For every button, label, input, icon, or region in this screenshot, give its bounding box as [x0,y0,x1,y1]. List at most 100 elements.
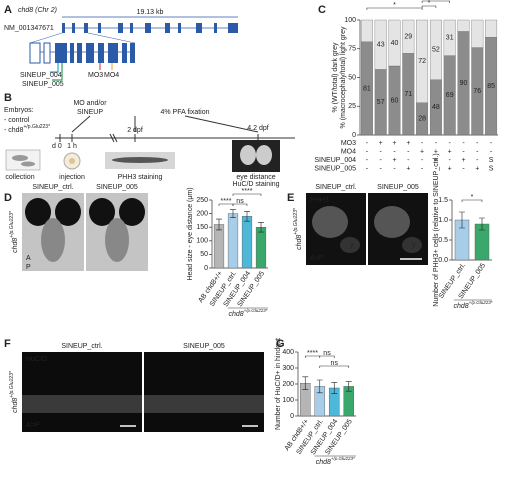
y-tick-label: 200 [282,381,294,388]
sineup-label: SINEUP_005 [22,81,64,88]
micrograph [306,193,428,265]
illustration [5,140,280,172]
value-label: 43 [377,42,385,49]
image-label: SINEUP_005 [183,343,225,350]
group-label: chd8+/p.Glu223* [316,456,355,466]
y-tick-label: 100 [344,17,356,24]
group-label: +/p.Glu223* [244,308,268,313]
value-label: 40 [391,40,399,47]
stain-label: HuC/D [26,356,47,363]
panel-label: A [4,4,12,16]
gene-length: 19.13 kb [137,9,164,16]
significance-bracket [319,355,335,358]
image-label: SINEUP_ctrl. [315,184,356,191]
condition-mark: - [380,165,383,172]
step-label: eye distance [236,174,275,181]
y-tick-label: 150 [196,224,208,231]
group-label: chd8 [228,311,243,318]
y-axis-label: Number of PHH3+ cells (relative to SINEU… [433,153,440,306]
condition-mark: + [392,157,396,164]
gene-name: chd8 [18,7,33,14]
condition-mark: - [421,157,424,164]
bar [213,224,225,269]
condition-mark: S [489,165,494,172]
condition-mark: - [476,148,479,155]
condition-mark: - [380,148,383,155]
value-label: 81 [363,85,371,92]
panel-label: F [4,338,11,350]
axis-label: A>P [310,255,324,262]
y-tick-label: 50 [348,74,356,81]
bar-segment [360,19,373,43]
y-tick-label: 200 [196,210,208,217]
condition-mark: - [435,140,438,147]
group-label: chd8 [453,303,468,310]
panel-label: E [287,192,294,204]
bar-segment [457,19,470,32]
timeline-text: - chd8 [4,127,24,134]
image-label: SINEUP_005 [96,184,138,191]
timepoint: 2 dpf [127,127,143,134]
panel-label: C [318,4,326,16]
significance-bracket [232,193,262,196]
significance-bracket [319,365,350,368]
significance-label: **** [242,188,253,195]
genotype: +/p.Glu223* [9,370,15,398]
significance-label: ns [236,198,244,205]
mo-label: MO3 [88,72,103,79]
condition-mark: + [475,165,479,172]
significance-label: **** [307,350,318,357]
axis-label: A=P [26,422,40,429]
significance-label: * [435,0,438,2]
condition-mark: + [448,165,452,172]
error-bar [331,382,338,394]
image-label: y [350,242,354,249]
image-label: SINEUP_ctrl. [32,184,73,191]
condition-mark: - [490,140,493,147]
bar-segment [402,19,415,54]
condition-mark: + [434,157,438,164]
bar-segment [485,19,498,38]
panel-label: G [276,338,285,350]
y-tick-label: 300 [282,365,294,372]
timeline-text: - chd8+/p.Glu223* [4,124,50,134]
timeline-text: 4% PFA fixation [160,109,209,116]
condition-label: MO4 [341,148,356,155]
timeline-text: +/p.Glu223* [23,124,50,130]
genotype: chd8 [12,398,19,413]
timepoint: 1 h [67,143,77,150]
transcript: NM_001347671 [4,25,54,32]
condition-mark: + [379,140,383,147]
genotype: +/p.Glu223* [293,207,299,235]
bar-segment [443,19,456,56]
y-tick-label: 0 [352,132,356,139]
condition-mark: - [435,165,438,172]
value-label: 57 [377,99,385,106]
bar-segment [429,19,442,80]
y-tick-label: 100 [196,238,208,245]
condition-mark: - [366,140,369,147]
genotype: chd8 [12,238,19,253]
bar-segment [416,19,429,103]
condition-mark: + [406,165,410,172]
significance-bracket [461,199,483,202]
y-axis-label: Number of HuC/D+ in hindgut [275,338,282,430]
y-tick-label: 400 [282,349,294,356]
condition-mark: + [461,157,465,164]
condition-mark: - [366,148,369,155]
image-label: SINEUP_005 [377,184,419,191]
condition-mark: S [489,157,494,164]
significance-label: ns [331,360,339,367]
timepoint: 4.2 dpf [247,125,268,132]
error-bar [316,379,323,394]
significance-bracket [421,0,450,3]
significance-label: ns [323,350,331,357]
value-label: 71 [404,91,412,98]
genotype: chd8+/p.Glu223* [293,207,303,250]
genotype: chd8+/p.Glu223* [9,370,19,413]
condition-label: MO3 [341,140,356,147]
condition-mark: - [449,140,452,147]
value-label: 29 [404,34,412,41]
value-label: 31 [446,35,454,42]
axis-label: P [26,264,31,271]
